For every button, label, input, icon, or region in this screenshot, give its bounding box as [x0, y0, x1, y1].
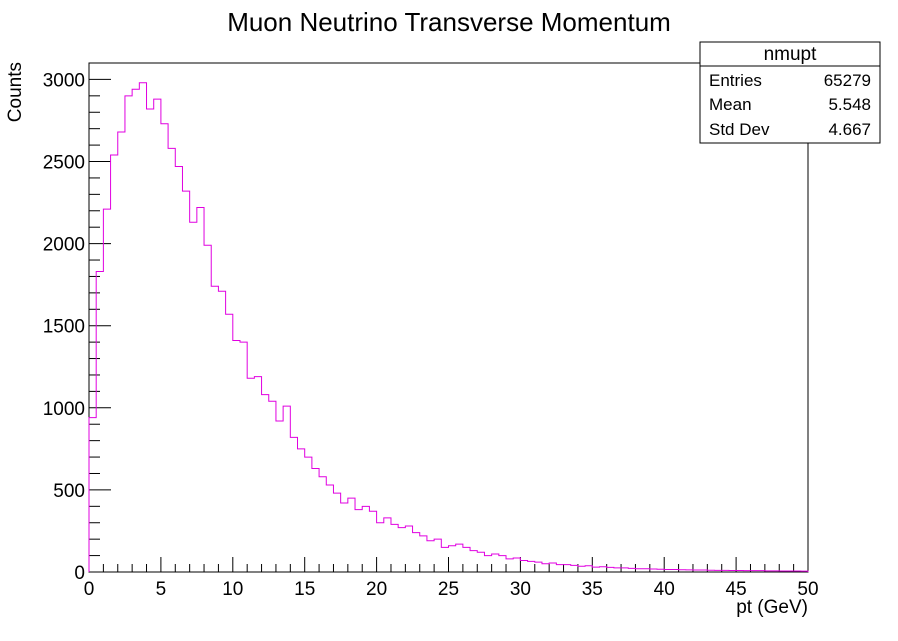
x-tick-label: 25	[438, 579, 459, 600]
stats-label-std-dev: Std Dev	[709, 120, 770, 139]
y-axis-label: Counts	[5, 62, 26, 122]
y-tick-label: 500	[53, 481, 85, 502]
stats-value-mean: 5.548	[828, 95, 871, 114]
stats-box: nmupt Entries 65279 Mean 5.548 Std Dev 4…	[699, 41, 881, 144]
stats-box-frame	[699, 41, 881, 144]
y-tick-label: 2000	[43, 235, 85, 256]
stats-value-entries: 65279	[824, 71, 871, 90]
y-tick-label: 1000	[43, 399, 85, 420]
x-tick-label: 45	[726, 579, 747, 600]
x-axis: 0 5 10 15 20 25 30 35 40 45 50	[84, 557, 819, 600]
chart-title: Muon Neutrino Transverse Momentum	[227, 7, 671, 37]
x-tick-label: 40	[654, 579, 675, 600]
x-axis-label: pt (GeV)	[736, 597, 808, 618]
x-tick-label: 10	[222, 579, 243, 600]
x-tick-label: 20	[366, 579, 387, 600]
x-tick-label: 50	[797, 579, 818, 600]
stats-box-title: nmupt	[764, 44, 818, 65]
histogram-series-line	[88, 82, 809, 572]
x-tick-label: 15	[294, 579, 315, 600]
x-tick-label: 30	[510, 579, 531, 600]
x-tick-label: 35	[582, 579, 603, 600]
y-axis: 0 500 1000 1500 2000 2500 3000	[43, 62, 111, 584]
stats-label-entries: Entries	[709, 71, 762, 90]
y-tick-label: 1500	[43, 317, 85, 338]
stats-label-mean: Mean	[709, 95, 752, 114]
y-tick-label: 3000	[43, 70, 85, 91]
x-tick-label: 5	[156, 579, 167, 600]
x-tick-label: 0	[84, 579, 95, 600]
stats-value-std-dev: 4.667	[828, 120, 871, 139]
y-tick-label: 2500	[43, 153, 85, 174]
y-tick-label: 0	[74, 563, 85, 584]
